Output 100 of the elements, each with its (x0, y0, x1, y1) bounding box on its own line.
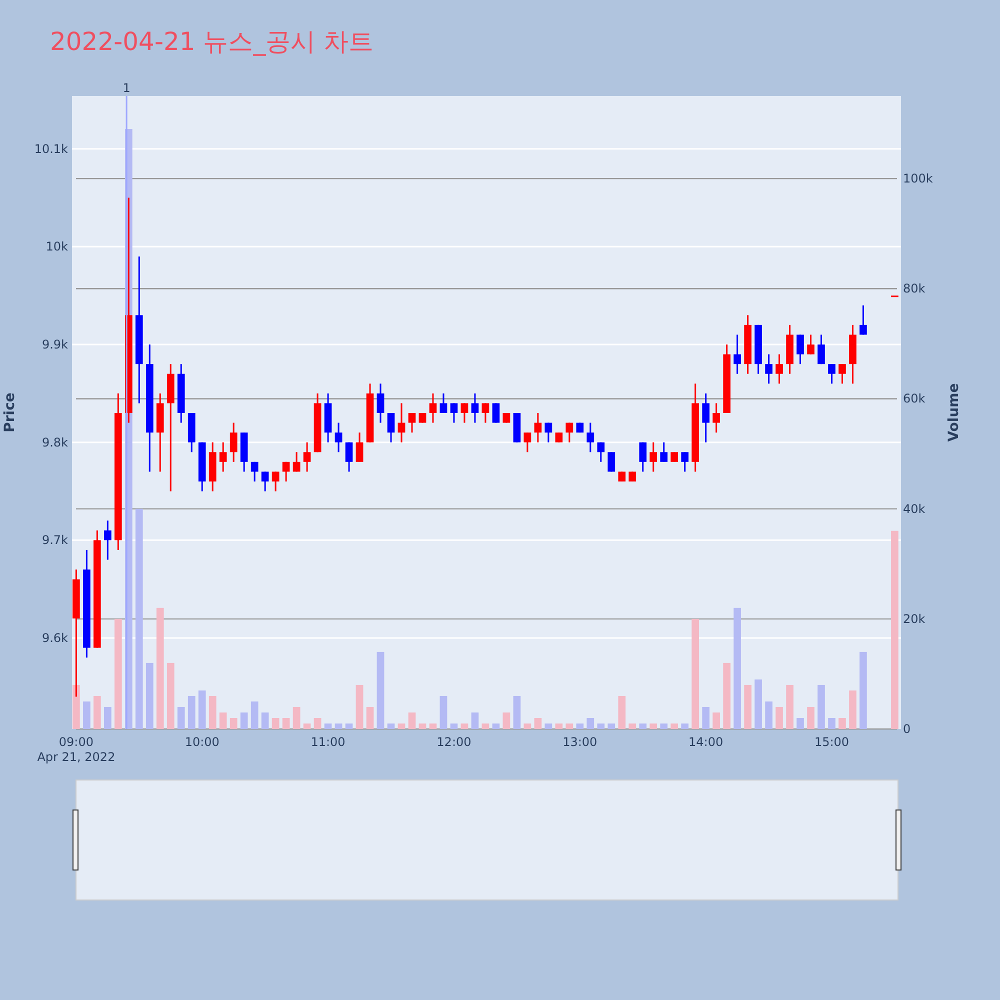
bar (628, 723, 636, 729)
candlestick (796, 334, 804, 365)
bar (261, 712, 269, 729)
bar (376, 652, 384, 729)
bar (670, 723, 678, 729)
bar (135, 508, 143, 729)
bar (744, 684, 752, 729)
bar (282, 718, 290, 729)
candlestick (408, 412, 416, 434)
candlestick (429, 392, 437, 424)
candlestick (261, 470, 269, 492)
bar (440, 696, 448, 729)
candlestick (282, 461, 290, 482)
candlestick (586, 422, 594, 453)
bar (219, 712, 227, 729)
candlestick (303, 442, 311, 472)
bar (639, 723, 647, 729)
bar (482, 723, 490, 729)
bar (807, 706, 814, 729)
y-tick-label: 10.1k (34, 142, 68, 156)
candlestick (376, 382, 384, 424)
bar (692, 618, 699, 729)
ref-line-label: 1 (122, 81, 130, 95)
candlestick (492, 402, 500, 424)
candlestick (712, 402, 720, 434)
candlestick (765, 354, 772, 384)
candlestick (292, 451, 300, 472)
candlestick (628, 470, 636, 482)
y2-tick-label: 100k (903, 172, 933, 186)
y-tick-label: 9.7k (42, 533, 68, 548)
bar (450, 723, 458, 729)
bar (492, 723, 500, 729)
candlestick (838, 363, 846, 384)
candlestick (807, 334, 814, 356)
bar (754, 679, 762, 729)
candlestick (555, 432, 563, 444)
bar (240, 712, 248, 729)
candlestick (618, 470, 626, 482)
candlestick (272, 470, 280, 492)
bar (334, 723, 342, 729)
bar (681, 723, 689, 729)
y2-tick-label: 80k (903, 282, 926, 296)
bar (765, 701, 772, 729)
y-tick-label: 9.8k (42, 435, 68, 450)
y2-tick-label: 60k (903, 392, 926, 406)
bar (387, 723, 395, 729)
y2-tick-label: 20k (903, 612, 926, 626)
candlestick (104, 520, 112, 560)
bar (555, 723, 563, 729)
bar (734, 608, 741, 729)
bar (849, 690, 856, 729)
candlestick (230, 422, 238, 463)
bar (524, 723, 532, 729)
y-axis-title: Price (2, 392, 18, 432)
bar (72, 684, 80, 729)
bar (230, 718, 238, 729)
y-tick-label: 9.6k (42, 631, 68, 646)
y2-tick-label: 0 (903, 722, 911, 736)
bar (177, 706, 185, 729)
x-tick-label: 15:00 (814, 735, 850, 749)
bar (156, 608, 164, 729)
bar (712, 712, 720, 729)
bar (324, 723, 332, 729)
candlestick (702, 392, 710, 444)
y-tick-label: 9.9k (42, 338, 68, 352)
bar (471, 712, 479, 729)
y2-axis-title: Volume (946, 383, 962, 442)
bar (104, 706, 112, 729)
bar (838, 718, 846, 729)
bar (398, 723, 406, 729)
candlestick (660, 442, 668, 463)
bar (796, 718, 804, 729)
bar (576, 723, 584, 729)
candlestick (334, 422, 342, 453)
bar (702, 706, 710, 729)
bar (660, 723, 668, 729)
bar (586, 718, 594, 729)
candlestick (544, 422, 552, 444)
bar (776, 706, 783, 729)
candlestick (734, 334, 741, 375)
candlestick (650, 442, 658, 472)
candlestick (776, 354, 783, 384)
candlestick (460, 402, 468, 424)
candlestick (860, 304, 867, 336)
y-tick-label: 10k (46, 240, 68, 254)
candlestick (681, 451, 689, 472)
bar (608, 723, 616, 729)
candlestick (639, 442, 647, 472)
bar (146, 662, 154, 729)
bar (188, 696, 196, 729)
bar (534, 718, 542, 729)
bar (544, 723, 552, 729)
bar (723, 662, 730, 729)
bar (314, 718, 322, 729)
candlestick (219, 442, 227, 472)
bar (650, 723, 658, 729)
candlestick (534, 412, 542, 444)
bar (208, 696, 216, 729)
bar (513, 696, 521, 729)
candlestick (597, 442, 605, 463)
